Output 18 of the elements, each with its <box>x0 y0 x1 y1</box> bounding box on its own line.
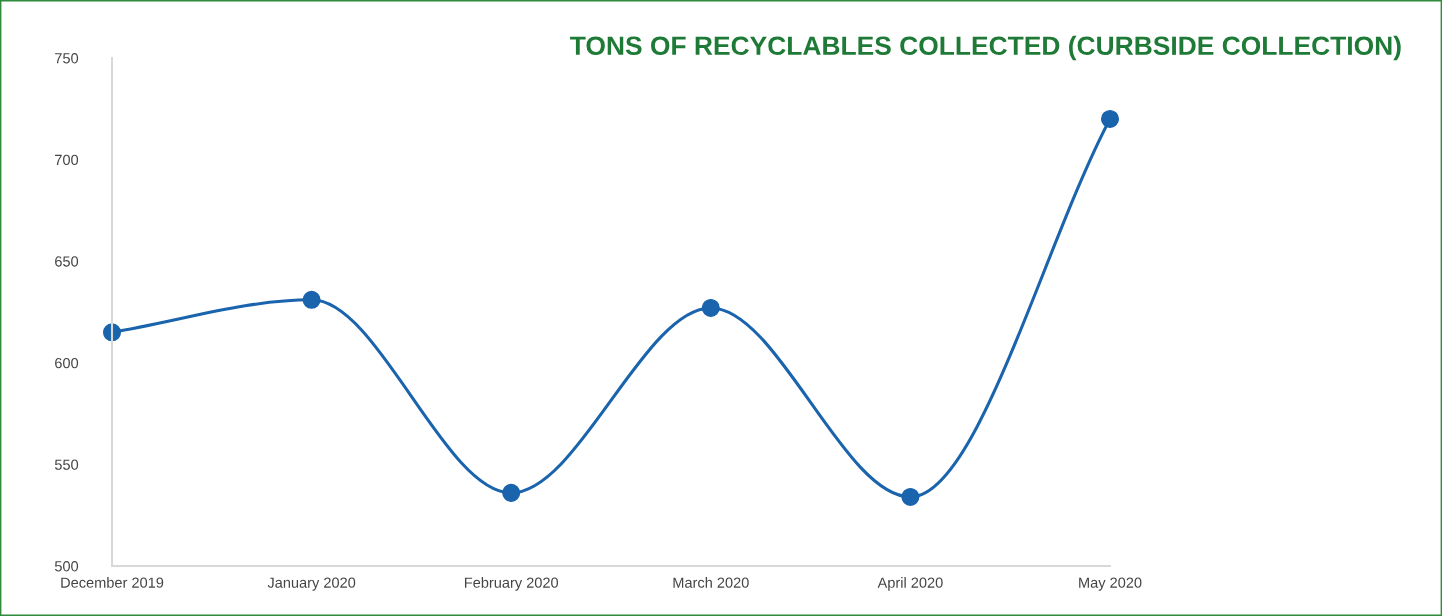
y-tick-label: 750 <box>55 53 79 64</box>
x-tick-label: February 2020 <box>464 577 559 591</box>
point <box>502 483 521 502</box>
point <box>901 487 920 506</box>
chart-title: TONS OF RECYCLABLES COLLECTED (CURBSIDE COLLECTION) <box>570 35 1401 61</box>
point <box>302 290 321 309</box>
y-tick-label: 500 <box>54 561 79 572</box>
x-tick-label: January 2020 <box>267 577 356 591</box>
y-tick-label: 650 <box>55 256 79 267</box>
x-tick-label: April 2020 <box>877 577 943 591</box>
y-tick-label: 600 <box>55 357 79 369</box>
x-tick-label: May 2020 <box>1079 577 1142 591</box>
y-tick-label: 550 <box>54 459 79 470</box>
x-tick-label: December 2019 <box>61 577 164 588</box>
point <box>701 298 720 317</box>
y-tick-label: 700 <box>55 154 79 166</box>
x-tick-label: March 2020 <box>673 577 749 588</box>
point <box>1100 109 1120 128</box>
